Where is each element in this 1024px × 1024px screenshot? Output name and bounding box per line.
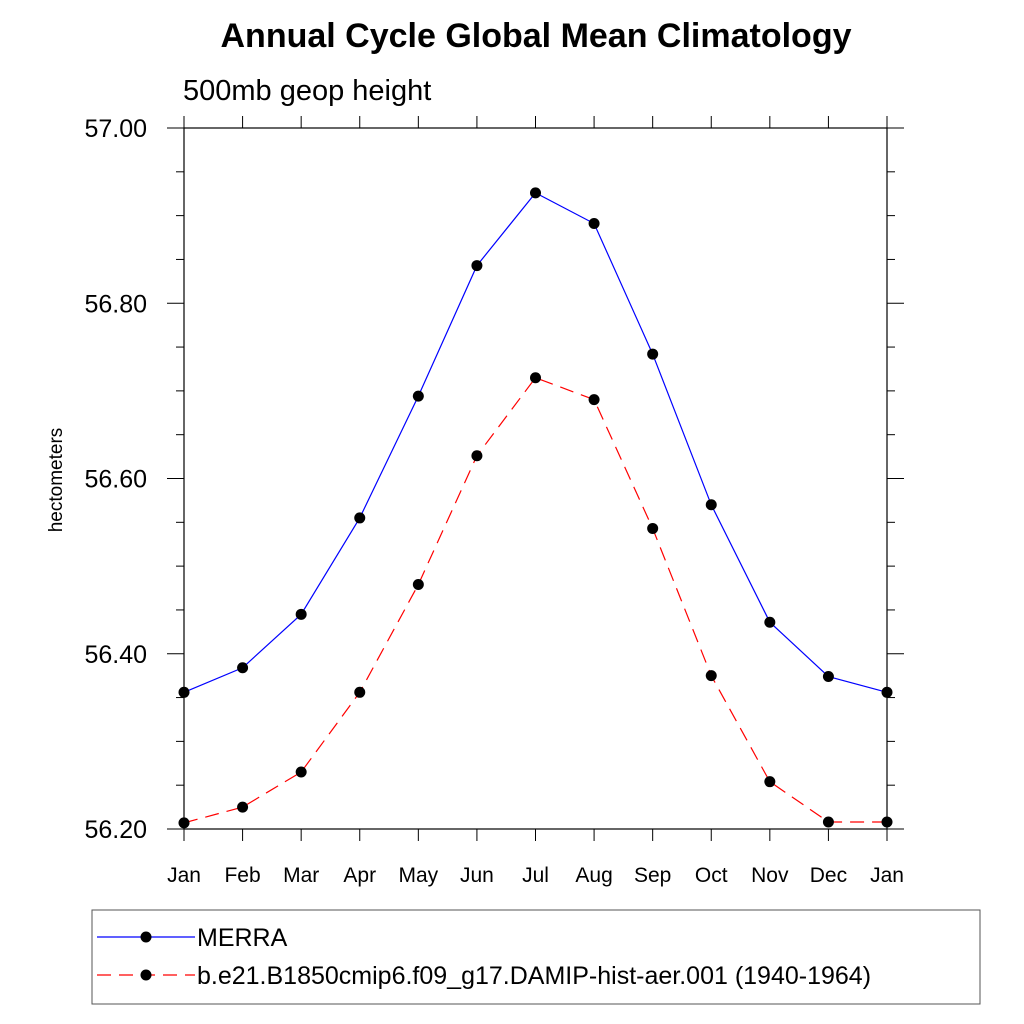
data-point-series-2 [588,394,600,406]
x-tick-label: Sep [634,864,671,887]
legend: MERRA b.e21.B1850cmip6.f09_g17.DAMIP-hist… [97,924,871,990]
series-line-2 [183,377,887,824]
chart-title: Annual Cycle Global Mean Climatology [221,17,852,55]
data-point-series-2 [705,670,717,682]
axis-ticks [167,116,904,841]
x-tick-label: Feb [224,864,260,887]
series-layer [178,187,893,829]
x-tick-label: Jan [870,864,904,887]
y-tick-label: 56.60 [84,466,147,494]
data-point-series-1 [530,187,541,199]
legend-label-series-1: MERRA [197,924,288,952]
x-tick-label: Nov [751,864,789,887]
y-axis-label: hectometers [46,428,67,533]
data-point-series-2 [237,801,249,813]
series-line-1 [183,192,888,693]
x-tick-label: Mar [283,864,319,887]
legend-marker-series-1 [140,931,152,943]
data-point-series-1 [588,218,600,230]
legend-label-series-2: b.e21.B1850cmip6.f09_g17.DAMIP-hist-aer.… [197,962,871,990]
data-point-series-1 [354,512,366,524]
x-tick-label: Jul [522,864,549,887]
x-tick-label: May [398,864,438,887]
legend-marker-series-2 [140,969,152,981]
data-point-series-1 [412,390,424,402]
x-tick-label: Jun [460,864,494,887]
x-tick-label: Apr [343,864,376,887]
chart-subtitle: 500mb geop height [183,75,431,107]
y-tick-label: 57.00 [84,115,147,143]
data-point-series-1 [647,348,659,360]
x-tick-label: Aug [575,864,612,887]
y-tick-label: 56.40 [84,641,147,669]
data-point-series-1 [237,662,249,674]
legend-box [91,909,981,1005]
data-point-series-2 [764,776,776,788]
data-point-series-2 [295,766,307,778]
plot-frame [183,127,888,830]
data-point-series-1 [822,671,834,683]
data-point-series-1 [764,616,776,628]
y-tick-label: 56.20 [84,816,147,844]
data-point-series-1 [295,608,307,620]
data-point-series-2 [822,816,834,828]
data-point-series-2 [412,579,424,591]
data-point-series-2 [647,522,659,534]
y-tick-labels: 56.20 56.40 56.60 56.80 57.00 [84,115,147,844]
data-point-series-1 [705,499,717,511]
x-tick-labels: Jan Feb Mar Apr May Jun Jul Aug Sep Oct Nov Dec Jan [167,864,904,887]
data-point-series-2 [530,372,541,384]
data-point-series-2 [471,450,483,462]
y-tick-label: 56.80 [84,290,147,318]
x-tick-label: Jan [167,864,201,887]
data-point-series-1 [471,260,483,272]
x-tick-label: Oct [695,864,728,887]
data-point-series-2 [354,686,366,698]
x-tick-label: Dec [810,864,847,887]
